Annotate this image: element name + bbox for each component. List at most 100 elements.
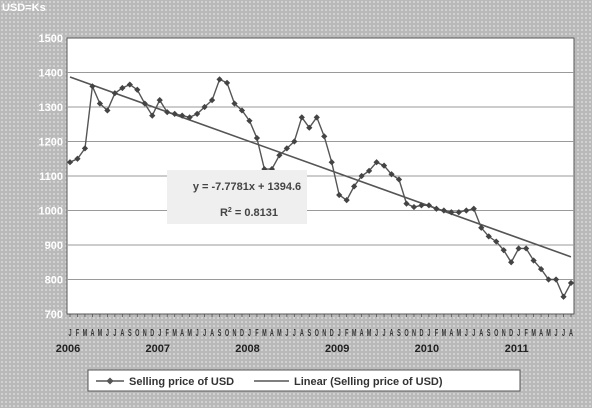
data-point-63	[537, 266, 545, 273]
data-point-10	[141, 100, 148, 107]
x-tick-label-25: F	[255, 327, 258, 338]
year-label-2010: 2010	[415, 343, 439, 355]
x-tick-label-24: J	[248, 327, 251, 338]
r-squared-value: = 0.8131	[232, 207, 278, 219]
x-tick-label-38: M	[352, 327, 357, 338]
data-point-22	[231, 100, 238, 107]
x-tick-label-55: A	[479, 327, 483, 338]
x-tick-label-2: M	[83, 327, 88, 338]
x-tick-label-52: M	[457, 327, 462, 338]
equation-box-bg	[167, 170, 307, 224]
data-point-1	[74, 155, 81, 162]
year-label-2008: 2008	[235, 343, 259, 355]
x-tick-label-21: O	[225, 327, 229, 338]
data-point-36	[336, 191, 343, 199]
data-point-51	[448, 209, 455, 216]
x-tick-label-50: M	[442, 327, 447, 338]
year-label-2011: 2011	[505, 343, 529, 355]
data-point-2	[81, 145, 89, 152]
x-tick-label-57: O	[494, 327, 498, 338]
legend-marker-series	[106, 377, 114, 385]
x-tick-label-19: A	[210, 327, 214, 338]
x-tick-label-42: J	[383, 327, 386, 338]
x-tick-label-67: A	[569, 327, 573, 338]
x-tick-label-4: M	[98, 327, 103, 338]
x-tick-label-48: J	[427, 327, 430, 338]
data-point-62	[530, 257, 537, 264]
x-tick-label-59: D	[509, 327, 513, 338]
data-point-5	[104, 107, 111, 114]
x-tick-label-46: N	[412, 327, 416, 338]
gridlines	[67, 72, 574, 280]
y-tick-label-1300: 1300	[39, 102, 63, 114]
trendline	[69, 76, 572, 258]
trend-equation: y = -7.7781x + 1394.6	[193, 181, 301, 193]
x-tick-label-43: A	[390, 327, 394, 338]
x-tick-label-29: J	[285, 327, 288, 338]
data-point-6	[111, 90, 118, 97]
x-tick-label-15: A	[180, 327, 184, 338]
data-point-52	[455, 209, 462, 216]
year-label-2007: 2007	[145, 343, 169, 355]
x-tick-label-1: F	[76, 327, 79, 338]
x-tick-label-62: M	[531, 327, 536, 338]
y-axis: 700 800 900 1000 1100 1200 1300 1400 1500	[39, 33, 63, 321]
data-point-3	[89, 83, 96, 90]
r-squared: R2 = 0.8131	[220, 207, 278, 219]
y-tick-label-1000: 1000	[39, 206, 63, 218]
data-point-17	[194, 110, 201, 118]
data-point-16	[186, 114, 193, 121]
x-tick-label-16: M	[187, 327, 192, 338]
x-tick-label-22: N	[233, 327, 237, 338]
y-tick-label-1100: 1100	[39, 171, 63, 183]
x-tick-label-9: O	[135, 327, 139, 338]
x-tick-label-12: J	[158, 327, 161, 338]
x-tick-label-13: F	[166, 327, 169, 338]
x-tick-label-18: J	[203, 327, 206, 338]
data-point-8	[126, 81, 133, 88]
data-point-18	[201, 103, 208, 111]
r-squared-label: R	[220, 207, 228, 219]
x-tick-label-33: O	[315, 327, 319, 338]
x-tick-label-63: A	[539, 327, 543, 338]
x-tick-label-3: A	[90, 327, 94, 338]
x-tick-label-31: A	[300, 327, 304, 338]
x-tick-label-8: S	[128, 327, 132, 338]
data-point-12	[156, 96, 163, 104]
x-tick-label-44: S	[397, 327, 401, 338]
data-point-45	[403, 200, 410, 207]
x-tick-label-56: S	[487, 327, 491, 338]
x-tick-label-51: A	[449, 327, 453, 338]
x-tick-label-54: J	[472, 327, 475, 338]
year-label-2009: 2009	[325, 343, 349, 355]
series-selling-price	[66, 76, 575, 300]
y-tick-label-900: 900	[45, 240, 63, 252]
x-tick-label-14: M	[172, 327, 177, 338]
x-tick-label-20: S	[218, 327, 222, 338]
y-tick-label-700: 700	[45, 309, 63, 321]
x-tick-label-35: D	[330, 327, 334, 338]
x-tick-label-34: N	[322, 327, 326, 338]
data-point-15	[179, 112, 186, 119]
x-tick-label-32: S	[307, 327, 311, 338]
data-point-13	[164, 109, 171, 116]
legend-box	[87, 369, 521, 392]
y-tick-label-1400: 1400	[39, 68, 63, 80]
x-tick-label-60: J	[517, 327, 520, 338]
data-point-4	[96, 100, 104, 107]
x-tick-label-5: J	[106, 327, 109, 338]
x-tick-label-53: J	[465, 327, 468, 338]
data-point-23	[238, 107, 246, 114]
legend-label-series: Selling price of USD	[129, 376, 234, 388]
data-point-7	[119, 84, 126, 92]
legend: Selling price of USD Linear (Selling pri…	[87, 369, 521, 392]
x-tick-label-28: M	[277, 327, 282, 338]
x-tick-label-39: A	[360, 327, 364, 338]
x-tick-label-65: J	[555, 327, 558, 338]
data-point-59	[508, 259, 515, 266]
x-tick-label-17: J	[196, 327, 199, 338]
trend-equation-box: y = -7.7781x + 1394.6 R2 = 0.8131	[167, 170, 307, 224]
x-tick-label-47: D	[419, 327, 423, 338]
